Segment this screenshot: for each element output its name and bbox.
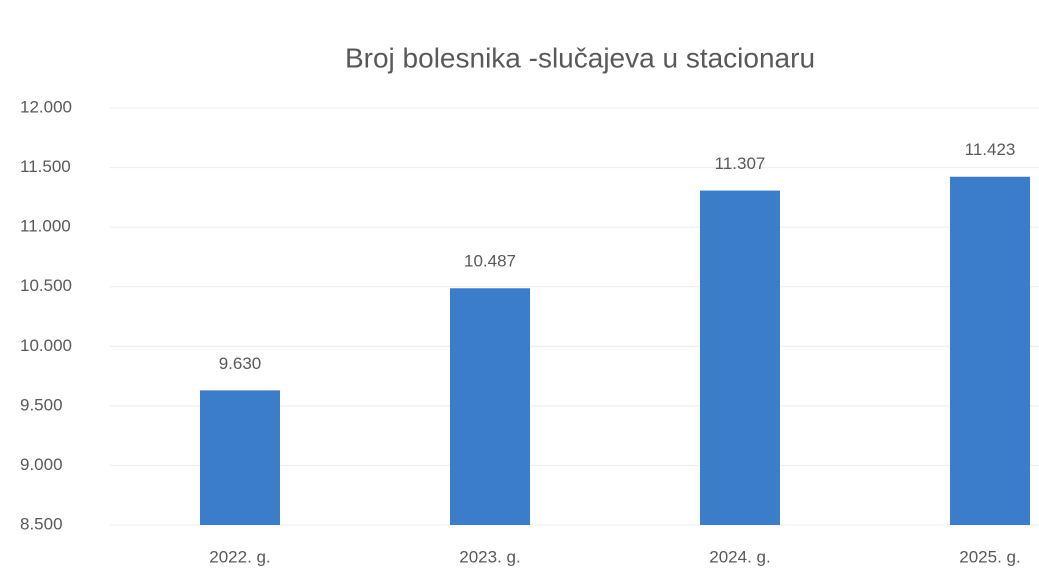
bar (700, 190, 780, 526)
x-tick-label: 2024. g. (709, 547, 770, 566)
data-label: 9.630 (219, 354, 262, 373)
bar (950, 176, 1030, 525)
data-label: 11.423 (965, 140, 1016, 159)
bar (450, 288, 530, 525)
y-tick-label: 11.500 (20, 157, 71, 176)
y-tick-label: 10.500 (20, 276, 72, 295)
x-tick-label: 2022. g. (209, 547, 270, 566)
bar (200, 390, 280, 525)
y-tick-label: 9.000 (20, 455, 63, 474)
data-label: 10.487 (464, 252, 516, 271)
y-tick-label: 11.000 (20, 217, 71, 236)
y-tick-label: 10.000 (20, 336, 72, 355)
y-tick-label: 12.000 (20, 97, 72, 116)
y-tick-label: 9.500 (20, 395, 63, 414)
x-tick-label: 2025. g. (959, 547, 1020, 566)
x-tick-label: 2023. g. (459, 547, 520, 566)
chart-title: Broj bolesnika -slučajeva u stacionaru (345, 42, 815, 73)
y-tick-label: 8.500 (20, 514, 63, 533)
data-label: 11.307 (715, 154, 766, 173)
